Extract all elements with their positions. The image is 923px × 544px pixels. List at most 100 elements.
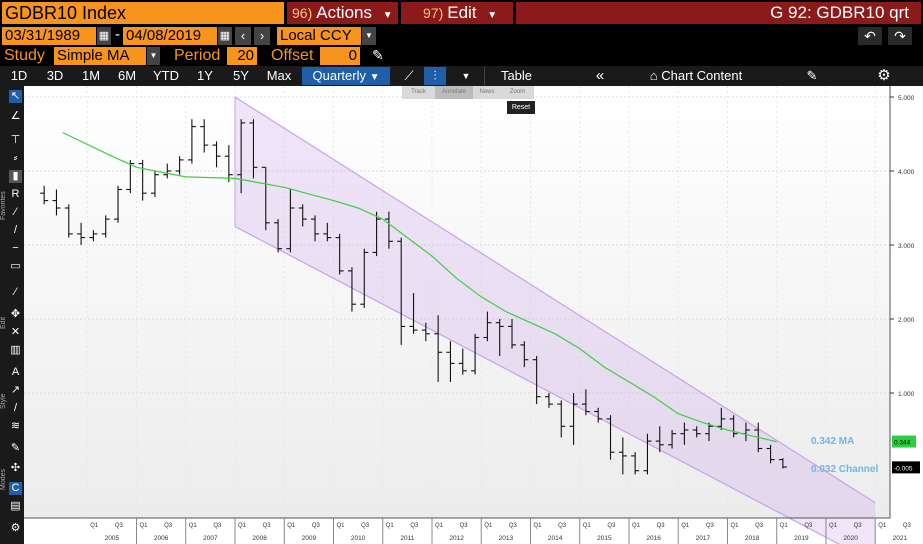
crosshair-icon[interactable]: ✣ [10, 462, 21, 474]
trash-icon[interactable]: ▥ [10, 344, 21, 356]
table-button[interactable]: Table [484, 67, 548, 85]
quarter-label-q1: Q1 [386, 523, 395, 529]
brush-icon[interactable]: ⁄ [14, 206, 17, 218]
highlight-icon[interactable]: ▮ [9, 170, 22, 183]
ohlc-bar [323, 222, 332, 242]
y-tick-label: 3.000 [898, 243, 915, 250]
study-bar: Study Simple MA ▼ Period 20 Offset 0 ✎ [0, 46, 923, 66]
marker-icon[interactable]: ≋ [10, 420, 21, 432]
end-date-field[interactable]: 04/08/2019 [123, 27, 217, 45]
copy-icon[interactable]: ▤ [10, 500, 21, 512]
period-button-1y[interactable]: 1Y [197, 68, 213, 83]
plot-background [24, 86, 890, 518]
chevron-down-icon[interactable]: ▼ [461, 71, 471, 81]
calendar-icon[interactable]: ▦ [218, 27, 232, 45]
quarter-label-q1: Q1 [484, 523, 493, 529]
moving-average-line [62, 131, 777, 443]
period-button-1d[interactable]: 1D [10, 68, 28, 83]
period-button-6m[interactable]: 6M [117, 68, 137, 83]
quarter-label-q1: Q1 [533, 523, 542, 529]
fib-icon[interactable]: ⊤ [10, 134, 21, 146]
collapse-icon[interactable]: « [595, 67, 605, 84]
gear-icon[interactable]: ⚙ [877, 67, 891, 84]
edit-button[interactable]: 97) Edit ▼ [401, 2, 513, 24]
range-dash: - [115, 26, 120, 43]
year-label: 2020 [843, 535, 858, 542]
edit-chart-icon[interactable]: ✎ [806, 68, 818, 83]
refresh-icon[interactable]: C [9, 482, 22, 495]
period-input[interactable]: 20 [227, 47, 257, 65]
reset-button[interactable]: Reset [507, 101, 535, 114]
ohlc-bar [668, 430, 677, 449]
ray-icon[interactable]: ▭ [10, 260, 21, 272]
retracement-icon[interactable]: R [11, 188, 20, 200]
pencil-mode-icon[interactable]: ✎ [10, 442, 21, 454]
ohlc-bar [655, 426, 664, 453]
quarter-label-q1: Q1 [681, 523, 690, 529]
period-button-1m[interactable]: 1M [81, 68, 101, 83]
quarter-label-q3: Q3 [755, 523, 764, 529]
undo-icon[interactable]: ↶ [858, 27, 882, 45]
frequency-select[interactable]: Quarterly ▼ [302, 67, 390, 85]
redo-icon[interactable]: ↷ [888, 27, 912, 45]
chevron-down-icon[interactable]: ▼ [147, 47, 160, 65]
ticker-field[interactable]: GDBR10 Index [2, 2, 284, 24]
quarter-label-q3: Q3 [213, 523, 222, 529]
cursor-move-icon[interactable]: ✥ [10, 308, 21, 320]
quarter-label-q3: Q3 [706, 523, 715, 529]
currency-select[interactable]: Local CCY [277, 27, 361, 45]
quarter-label-q3: Q3 [164, 523, 173, 529]
pencil-icon[interactable]: ✎ [372, 47, 384, 63]
ohlc-bar [717, 407, 726, 430]
zoom-button[interactable]: Zoom [509, 89, 526, 95]
quarter-label-q1: Q1 [435, 523, 444, 529]
ohlc-bar [705, 422, 714, 442]
offset-input[interactable]: 0 [320, 47, 360, 65]
price-chart[interactable]: 5.000 4.000 3.000 2.000 1.000 Q1 Q3 2005 Q1 Q3 20… [24, 86, 923, 544]
fork-icon[interactable]: ⸗ [13, 152, 18, 164]
study-select[interactable]: Simple MA [54, 47, 146, 65]
quarter-label-q3: Q3 [903, 523, 912, 529]
trend-icon[interactable]: ⁄ [14, 286, 17, 298]
line-chart-icon[interactable]: ⟋ [404, 68, 414, 83]
period-button-5y[interactable]: 5Y [233, 68, 249, 83]
actions-button[interactable]: 96) Actions ▼ [287, 2, 398, 24]
chevron-right-icon[interactable]: › [254, 27, 270, 45]
quarter-label-q1: Q1 [632, 523, 641, 529]
chart-content-button[interactable]: ⌂ Chart Content [640, 67, 752, 85]
year-label: 2009 [302, 535, 317, 542]
line-tool-icon[interactable]: / [13, 224, 18, 236]
year-label: 2012 [449, 535, 464, 542]
period-button-ytd[interactable]: YTD [153, 68, 179, 83]
ohlc-bar [508, 319, 517, 349]
quarter-label-q3: Q3 [312, 523, 321, 529]
text-icon[interactable]: A [11, 366, 20, 378]
quarter-label-q3: Q3 [804, 523, 813, 529]
ohlc-bar [606, 415, 615, 460]
start-date-field[interactable]: 03/31/1989 [2, 27, 96, 45]
arrow-tool-icon[interactable]: ↗ [10, 384, 21, 396]
track-button[interactable]: Track [411, 89, 426, 95]
year-label: 2007 [203, 535, 218, 542]
bar-chart-icon[interactable]: ⫶ [424, 67, 446, 85]
screen-id: G 92: GDBR10 qrt [516, 2, 921, 24]
offset-label: Offset [271, 47, 314, 64]
draw-line-icon[interactable]: ∠ [10, 110, 21, 122]
news-button[interactable]: News [479, 89, 495, 95]
calendar-icon[interactable]: ▦ [97, 27, 111, 45]
eraser-icon[interactable]: ✕ [10, 326, 21, 338]
ohlc-bar [200, 119, 209, 153]
ohlc-bar [298, 204, 307, 227]
chevron-left-icon[interactable]: ‹ [235, 27, 251, 45]
pointer-icon[interactable]: ↖ [9, 90, 22, 103]
date-range-bar: 03/31/1989 ▦ - 04/08/2019 ▦ ‹ › Local CC… [0, 26, 923, 46]
period-button-max[interactable]: Max [266, 68, 292, 83]
style-line-icon[interactable]: / [13, 402, 18, 414]
settings-small-icon[interactable]: ⚙ [10, 522, 21, 534]
annotate-button[interactable]: Annotate [435, 86, 473, 99]
chevron-down-icon[interactable]: ▼ [362, 27, 376, 45]
hline-icon[interactable]: − [12, 242, 19, 254]
period-button-3d[interactable]: 3D [46, 68, 64, 83]
ohlc-bar [360, 248, 369, 308]
ohlc-bar [643, 433, 652, 475]
